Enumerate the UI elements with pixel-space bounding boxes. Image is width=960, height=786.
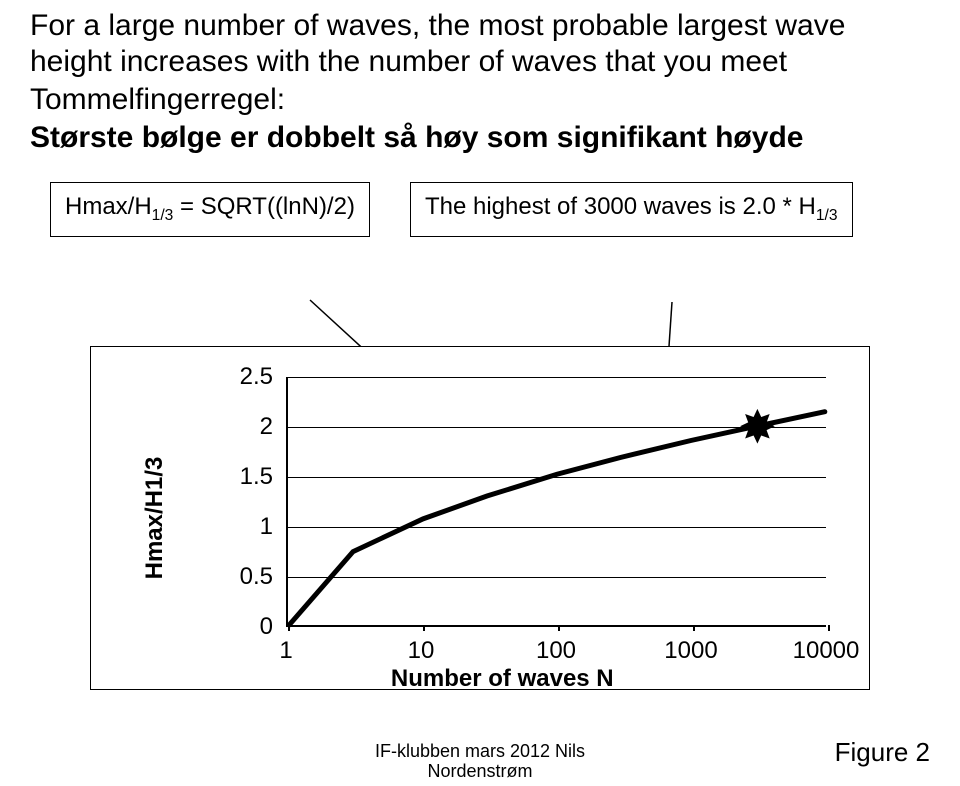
formula-row: Hmax/H1/3 = SQRT((lnN)/2) The highest of… (50, 182, 960, 237)
y-tick-label: 0 (260, 613, 273, 641)
chart-container: Hmax/H1/3 0 0.5 1 1.5 2 2.5 ✸ 1 10 100 1000 10000… (90, 346, 870, 690)
x-tick (693, 625, 695, 631)
x-axis-title: Number of waves N (391, 665, 614, 693)
formula-right-sub: 1/3 (816, 207, 838, 224)
rule-heading: Tommelfingerregel: (30, 82, 930, 118)
y-tick-label: 0.5 (240, 563, 273, 591)
formula-right: The highest of 3000 waves is 2.0 * H1/3 (410, 182, 853, 237)
x-tick-label: 10000 (793, 637, 860, 665)
y-tick-label: 1.5 (240, 463, 273, 491)
y-tick-label: 1 (260, 513, 273, 541)
formula-left: Hmax/H1/3 = SQRT((lnN)/2) (50, 182, 370, 237)
figure-label: Figure 2 (835, 737, 930, 768)
grid-line (288, 377, 826, 378)
footer-line2: Nordenstrøm (375, 762, 585, 782)
formula-right-pre: The highest of 3000 waves is 2.0 * H (425, 193, 816, 220)
y-ticks: 00.511.522.5 (241, 377, 281, 627)
y-axis-title: Hmax/H1/3 (141, 457, 169, 580)
x-tick-label: 10 (408, 637, 435, 665)
x-tick-label: 100 (536, 637, 576, 665)
x-tick (423, 625, 425, 631)
grid-line (288, 527, 826, 528)
y-tick-label: 2 (260, 413, 273, 441)
x-tick-label: 1000 (664, 637, 717, 665)
x-tick (558, 625, 560, 631)
y-tick-label: 2.5 (240, 363, 273, 391)
grid-line (288, 427, 826, 428)
footer-line1: IF-klubben mars 2012 Nils (375, 742, 585, 762)
x-tick-label: 1 (279, 637, 292, 665)
formula-left-post: = SQRT((lnN)/2) (173, 193, 355, 220)
formula-left-sub: 1/3 (152, 207, 174, 224)
plot-area: ✸ (286, 377, 826, 627)
x-tick (828, 625, 830, 631)
intro-paragraph: For a large number of waves, the most pr… (30, 8, 930, 80)
formula-left-pre: Hmax/H (65, 193, 152, 220)
grid-line (288, 477, 826, 478)
rule-body: Største bølge er dobbelt så høy som sign… (30, 120, 930, 156)
footer: IF-klubben mars 2012 Nils Nordenstrøm (375, 742, 585, 782)
x-tick (288, 625, 290, 631)
grid-line (288, 577, 826, 578)
